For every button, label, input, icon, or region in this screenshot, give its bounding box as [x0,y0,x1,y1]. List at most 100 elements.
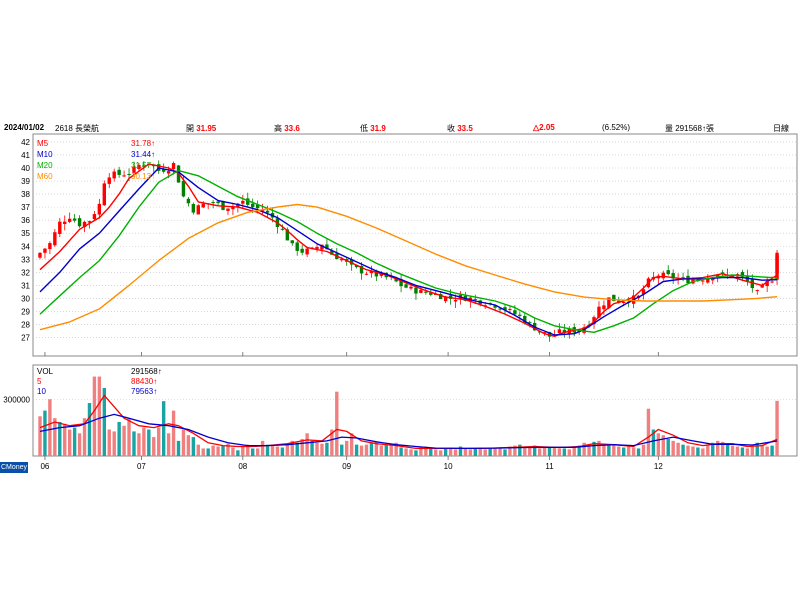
volume-bar [231,447,235,456]
volume-bar [755,442,759,456]
volume-bar [646,408,651,456]
candle-body [315,247,319,249]
price-tick-label: 40 [21,164,30,173]
volume-bar [518,444,522,456]
candle-body [701,280,705,282]
month-label: 09 [342,462,351,471]
volume-bar [72,427,77,456]
volume-bar [453,449,458,456]
volume-bar [87,403,92,456]
candle-body [503,307,507,311]
volume-bar [770,445,774,456]
candle-body [280,228,285,230]
volume-bar [280,447,285,456]
month-label: 11 [545,462,554,471]
legend-m10-name: M10 [37,150,53,159]
volume-bar [359,445,364,456]
volume-bar [161,401,166,456]
candle-body [181,180,186,197]
volume-bar [508,446,512,456]
volume-bar [567,449,571,456]
volume-bar [379,445,384,456]
candle-body [43,248,47,253]
candle-body [67,218,72,222]
volume-bar [399,447,403,456]
volume-bar [221,445,225,456]
volume-bar [38,416,42,456]
legend-m60-value: 30.13↑ [131,172,156,181]
volume-bar [63,423,67,456]
volume-bar [147,429,151,456]
price-tick-label: 33 [21,255,30,264]
volume-bar [404,448,408,456]
month-label: 08 [238,462,247,471]
volume-bar [171,410,176,456]
candle-body [359,265,364,274]
volume-bar [325,442,329,456]
volume-ma-line-5 [39,394,778,450]
volume-bar [488,448,492,456]
candle-body [528,322,532,324]
month-label: 06 [40,462,49,471]
candle-body [191,204,196,213]
volume-bar [582,442,586,456]
header-open-label: 開 [186,124,194,133]
candle-body [498,308,502,310]
candle-body [755,290,759,292]
candle-body [127,174,131,176]
candle-body [513,310,517,315]
candle-body [760,284,764,288]
volume-bar [587,444,591,456]
header-volume-unit: 張 [705,124,714,133]
header-close-label: 收 [447,124,455,133]
candle-body [602,305,606,310]
volume-bar [671,440,675,456]
candle-body [414,287,418,294]
volume-bar [152,437,156,456]
candle-body [92,214,97,220]
legend-vol5-value: 88430↑ [131,377,158,386]
volume-bar [166,433,171,456]
candle-body [562,329,567,333]
volume-bar [562,448,567,456]
candle-body [770,281,774,283]
volume-bar [389,443,393,456]
candle-body [711,278,715,281]
volume-bar [48,399,52,456]
header-change: △2.05 [533,123,555,132]
ma-line-m20 [39,169,778,333]
candle-body [518,314,522,316]
price-tick-label: 31 [21,281,30,290]
volume-bar [97,376,102,456]
volume-bar [275,446,280,456]
volume-bar [67,429,72,456]
candle-body [246,198,250,205]
volume-bar [414,450,418,456]
volume-panel: 300000 06 07 08 09 10 11 12 [3,364,798,471]
candle-body [241,200,245,204]
candle-body [231,206,235,210]
volume-bar [191,437,196,456]
volume-bar [597,440,601,456]
volume-bar [701,448,705,456]
volume-bar [676,442,680,456]
candle-body [285,229,290,241]
candle-body [369,270,374,274]
volume-bar [503,449,507,456]
volume-bar [102,387,107,456]
volume-bar [251,448,255,456]
legend-m10-value: 31.44↑ [131,150,156,159]
price-tick-label: 39 [21,177,30,186]
volume-bar [730,445,735,456]
legend-m20-name: M20 [37,161,53,170]
candle-body [671,273,675,279]
candle-body [196,205,200,215]
volume-bar [211,445,215,456]
candle-body [330,250,334,255]
candle-body [597,306,601,318]
header-volume: 291568 [675,124,702,133]
candle-body [117,169,121,175]
volume-bar [344,440,349,456]
volume-bar [666,438,670,456]
volume-bar [691,446,695,456]
